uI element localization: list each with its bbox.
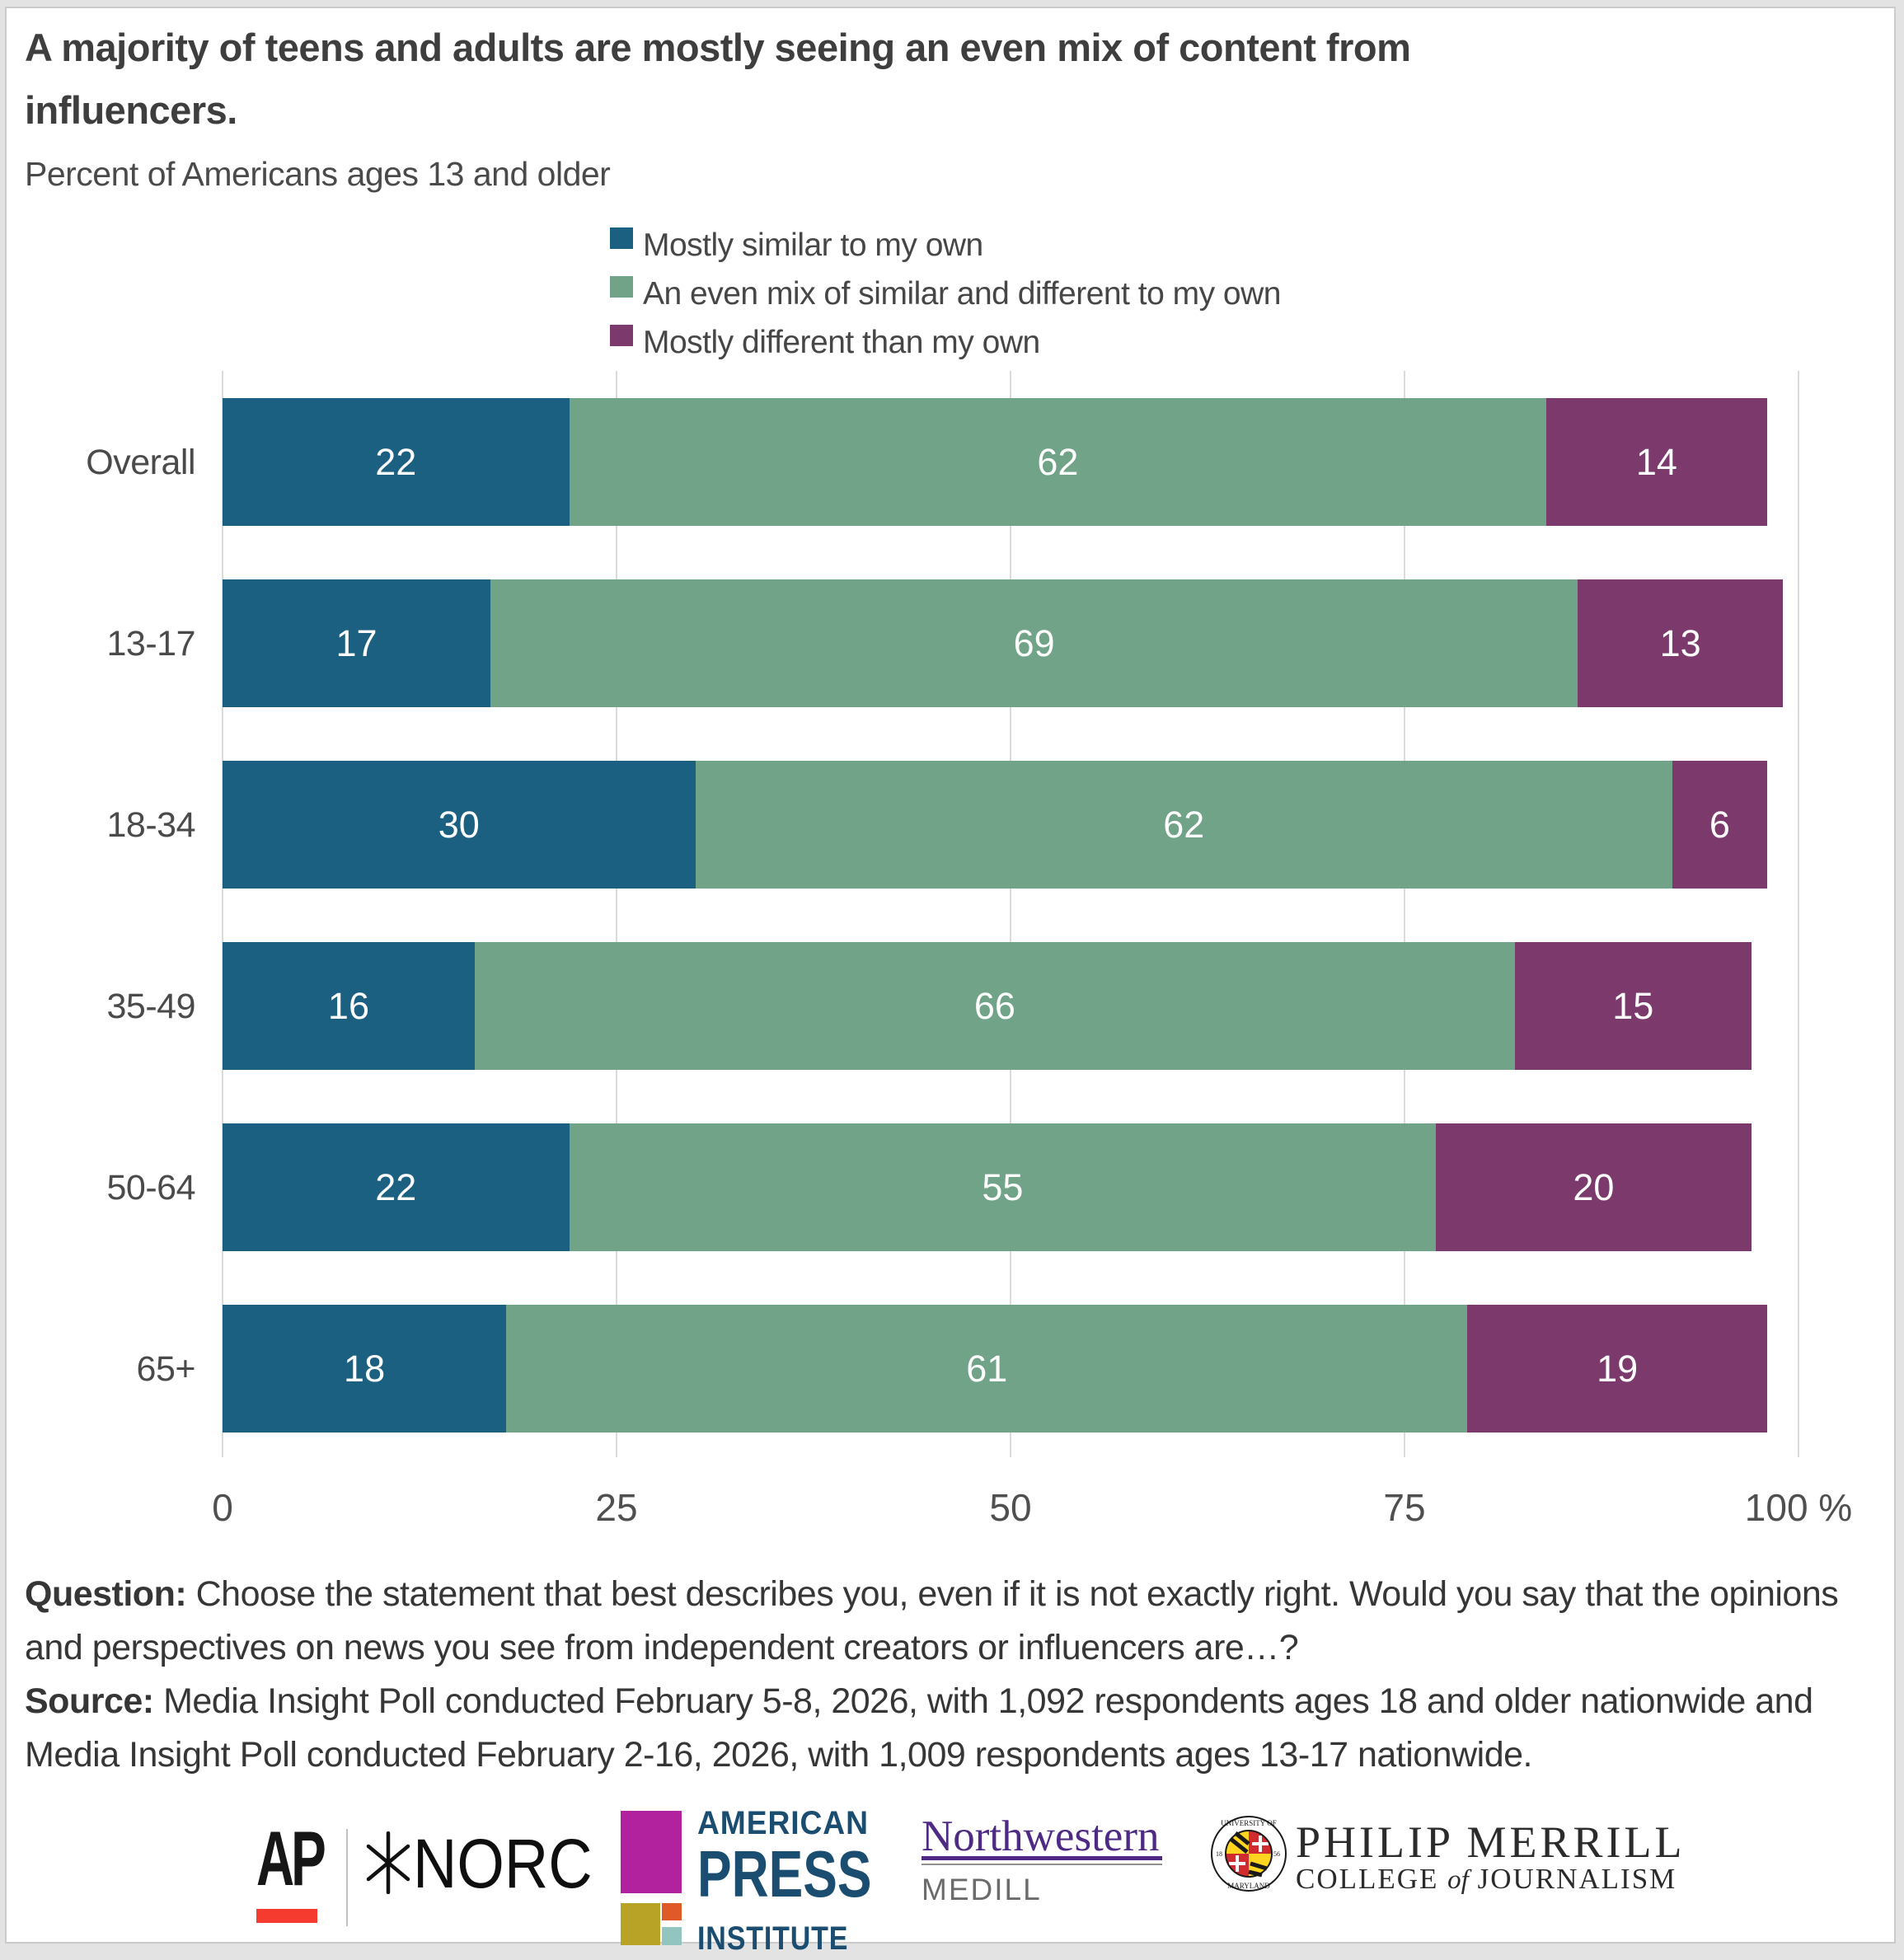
northwestern-logo-underline-thin bbox=[922, 1864, 1162, 1865]
bar-value-label: 69 bbox=[1013, 622, 1055, 664]
bar-segment bbox=[223, 1123, 570, 1251]
bar-segment bbox=[474, 942, 1515, 1070]
norc-logo: NORC bbox=[413, 1825, 593, 1902]
bar-value-label: 17 bbox=[335, 622, 378, 664]
philip-merrill-logo-line2: COLLEGE of JOURNALISM bbox=[1296, 1863, 1677, 1897]
american-press-institute-logo-line3: INSTITUTE bbox=[697, 1920, 849, 1957]
merrill-college-word: COLLEGE bbox=[1296, 1863, 1439, 1895]
category-label: Overall bbox=[86, 442, 195, 482]
api-logo-magenta-square bbox=[621, 1811, 682, 1893]
bar-segment bbox=[223, 398, 570, 526]
bar-segment bbox=[490, 579, 1578, 707]
category-label: 18-34 bbox=[106, 804, 196, 845]
bar-segment bbox=[223, 579, 491, 707]
logo-divider bbox=[346, 1829, 348, 1926]
bar-segment bbox=[695, 761, 1673, 889]
legend-swatch-icon bbox=[610, 276, 633, 298]
legend-item: Mostly similar to my own bbox=[610, 227, 1281, 276]
bar-value-label: 62 bbox=[1163, 804, 1205, 846]
bar-value-label: 15 bbox=[1612, 985, 1654, 1027]
bar-value-label: 14 bbox=[1635, 441, 1677, 483]
bar-segment bbox=[223, 1305, 507, 1432]
svg-text:MARYLAND: MARYLAND bbox=[1227, 1882, 1270, 1890]
ap-logo: AP bbox=[256, 1815, 326, 1901]
legend-item: An even mix of similar and different to … bbox=[610, 276, 1281, 325]
bar-segment bbox=[223, 761, 696, 889]
question-text: Question: Choose the statement that best… bbox=[25, 1568, 1889, 1675]
bar-segment bbox=[1467, 1305, 1767, 1432]
bar-value-label: 18 bbox=[344, 1348, 386, 1390]
bar-value-label: 62 bbox=[1037, 441, 1079, 483]
category-label: 65+ bbox=[136, 1348, 196, 1389]
bar-value-label: 20 bbox=[1573, 1166, 1615, 1208]
bar-segment bbox=[1436, 1123, 1752, 1251]
x-axis-tick-label: 100 % bbox=[1744, 1486, 1853, 1529]
legend: Mostly similar to my own An even mix of s… bbox=[610, 227, 1281, 373]
question-body: Choose the statement that best describes… bbox=[25, 1574, 1839, 1667]
bar-value-label: 22 bbox=[375, 1166, 417, 1208]
merrill-journalism-word: JOURNALISM bbox=[1477, 1863, 1677, 1895]
chart-title: A majority of teens and adults are mostl… bbox=[25, 26, 1411, 132]
plot-area: 22 62 14 17 69 13 30 62 6 16 66 15 22 55 20 18 61 19 bbox=[222, 371, 1799, 1457]
x-axis-tick-label: 25 bbox=[595, 1486, 638, 1529]
category-label: 13-17 bbox=[106, 623, 196, 663]
chart-subtitle: Percent of Americans ages 13 and older bbox=[25, 155, 611, 193]
svg-text:UNIVERSITY OF: UNIVERSITY OF bbox=[1221, 1819, 1276, 1827]
gridline bbox=[1010, 371, 1011, 1457]
legend-label: An even mix of similar and different to … bbox=[643, 276, 1281, 312]
ap-logo-red-underline bbox=[256, 1909, 317, 1923]
bar-segment bbox=[569, 1123, 1437, 1251]
bar-segment bbox=[1672, 761, 1767, 889]
x-axis-tick-label: 50 bbox=[989, 1486, 1032, 1529]
medill-logo: MEDILL bbox=[922, 1873, 1042, 1906]
legend-label: Mostly similar to my own bbox=[643, 227, 983, 263]
legend-item: Mostly different than my own bbox=[610, 325, 1281, 373]
gridline bbox=[222, 371, 223, 1457]
api-logo-gold-square bbox=[621, 1903, 660, 1945]
gridline bbox=[616, 371, 617, 1457]
bar-value-label: 22 bbox=[375, 441, 417, 483]
bar-value-label: 16 bbox=[327, 985, 369, 1027]
bar-segment bbox=[1546, 398, 1767, 526]
gridline bbox=[1404, 371, 1405, 1457]
university-of-maryland-seal-logo: UNIVERSITY OF MARYLAND 18 56 bbox=[1211, 1816, 1287, 1892]
category-label: 35-49 bbox=[106, 986, 196, 1026]
svg-text:18: 18 bbox=[1216, 1850, 1222, 1858]
bar-value-label: 66 bbox=[973, 985, 1015, 1027]
bar-segment bbox=[1514, 942, 1752, 1070]
merrill-of-word: of bbox=[1447, 1865, 1469, 1895]
bar-value-label: 19 bbox=[1597, 1348, 1639, 1390]
footnote: Question: Choose the statement that best… bbox=[25, 1568, 1889, 1782]
x-axis-tick-label: 0 bbox=[212, 1486, 233, 1529]
american-press-institute-logo-line2: PRESS bbox=[697, 1837, 872, 1911]
bar-value-label: 13 bbox=[1659, 622, 1701, 664]
legend-swatch-icon bbox=[610, 227, 633, 249]
source-label: Source: bbox=[25, 1681, 154, 1721]
bar-segment bbox=[569, 398, 1547, 526]
x-axis-tick-label: 75 bbox=[1383, 1486, 1426, 1529]
american-press-institute-logo-line1: AMERICAN bbox=[697, 1805, 869, 1841]
legend-label: Mostly different than my own bbox=[643, 325, 1040, 360]
gridline bbox=[1798, 371, 1799, 1457]
question-label: Question: bbox=[25, 1574, 187, 1614]
source-text: Source: Media Insight Poll conducted Feb… bbox=[25, 1675, 1889, 1782]
bar-value-label: 30 bbox=[438, 804, 480, 846]
philip-merrill-logo-line1: PHILIP MERRILL bbox=[1296, 1817, 1686, 1867]
source-body: Media Insight Poll conducted February 5-… bbox=[25, 1681, 1813, 1775]
category-label: 50-64 bbox=[106, 1167, 196, 1207]
legend-swatch-icon bbox=[610, 325, 633, 346]
bar-value-label: 55 bbox=[982, 1166, 1024, 1208]
bar-value-label: 61 bbox=[966, 1348, 1008, 1390]
norc-star-icon bbox=[366, 1831, 410, 1894]
bar-segment bbox=[506, 1305, 1468, 1432]
bar-segment bbox=[1578, 579, 1783, 707]
api-logo-orange-square bbox=[662, 1903, 682, 1920]
northwestern-logo-underline bbox=[922, 1856, 1162, 1860]
svg-text:56: 56 bbox=[1273, 1850, 1280, 1858]
bar-value-label: 6 bbox=[1709, 804, 1730, 846]
northwestern-logo: Northwestern bbox=[922, 1812, 1160, 1860]
api-logo-teal-square bbox=[662, 1927, 682, 1945]
bar-segment bbox=[223, 942, 475, 1070]
